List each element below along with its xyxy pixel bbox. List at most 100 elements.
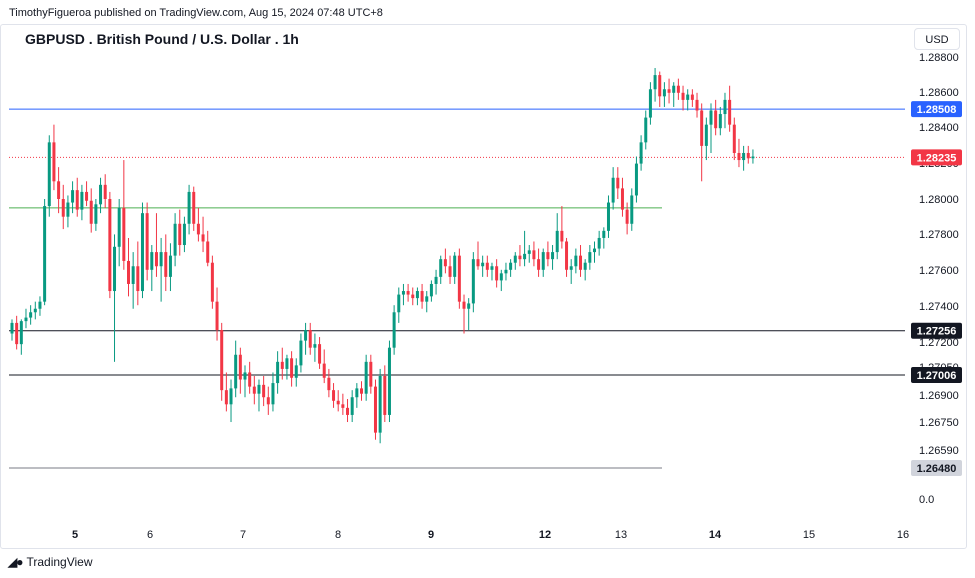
candle-body <box>732 124 736 153</box>
candle-body <box>364 361 368 394</box>
candle-body <box>448 266 452 277</box>
candle-body <box>136 266 140 292</box>
candle-body <box>648 89 652 118</box>
candle-body <box>616 177 620 189</box>
candle-body <box>243 372 247 380</box>
candle-body <box>415 291 419 299</box>
candle-body <box>66 202 70 217</box>
candle-body <box>108 199 112 292</box>
candle-body <box>178 223 182 246</box>
candle-body <box>625 209 629 224</box>
time-tick-label: 5 <box>72 529 78 541</box>
candle-body <box>80 191 84 210</box>
candle-body <box>658 75 662 97</box>
candle-body <box>579 255 583 270</box>
price-label-box <box>911 149 962 166</box>
candle-body <box>420 291 424 302</box>
candle-body <box>714 110 718 129</box>
candle-body <box>346 407 350 415</box>
candle-body <box>89 200 93 224</box>
candle-body <box>360 388 363 394</box>
candle-body <box>392 312 396 348</box>
candle-body <box>75 190 79 210</box>
price-label-text: 1.28508 <box>917 104 957 116</box>
candle-body <box>709 110 713 125</box>
price-label-box <box>911 366 962 383</box>
currency-selector[interactable]: USD <box>914 28 960 50</box>
candle-body <box>620 188 624 210</box>
candle-body <box>154 252 158 267</box>
chart-title: GBPUSD . British Pound / U.S. Dollar . 1… <box>25 31 299 47</box>
candle-body <box>541 252 545 270</box>
price-tick-label: 1.27800 <box>919 229 959 241</box>
candle-body <box>327 377 331 391</box>
candle-body <box>602 230 606 238</box>
candle-body <box>704 124 708 146</box>
candle-body <box>387 347 391 415</box>
candle-body <box>257 384 261 394</box>
candle-body <box>485 262 489 270</box>
candle-body <box>182 223 186 246</box>
candle-body <box>653 75 657 90</box>
footer-brand[interactable]: ◢● TradingView <box>8 555 93 569</box>
candle-body <box>210 262 214 302</box>
candle-body <box>140 213 144 292</box>
price-tick-label: 1.28000 <box>919 194 959 206</box>
candle-body <box>299 340 303 366</box>
price-label-box <box>911 101 962 118</box>
candle-body <box>718 114 722 129</box>
candle-body <box>509 262 513 270</box>
time-tick-label: 9 <box>428 529 434 541</box>
time-tick-label: 12 <box>539 529 551 541</box>
price-tick-label: 1.26900 <box>919 390 959 402</box>
candle-body <box>318 344 322 364</box>
candle-body <box>588 252 592 263</box>
candle-body <box>397 294 401 313</box>
tradingview-logo-icon: ◢● <box>8 555 24 569</box>
candle-body <box>606 202 610 231</box>
candle-body <box>150 252 154 270</box>
candle-body <box>99 184 103 205</box>
candle-body <box>220 329 224 391</box>
candle-body <box>173 223 177 256</box>
candle-body <box>457 255 461 302</box>
price-tick-label: 1.28400 <box>919 122 959 134</box>
candle-body <box>560 230 564 242</box>
candle-body <box>192 191 196 224</box>
candle-body <box>462 301 466 309</box>
candle-body <box>332 390 336 401</box>
candle-body <box>439 259 443 277</box>
candle-body <box>723 99 727 115</box>
candle-body <box>238 354 242 380</box>
candle-body <box>746 152 750 159</box>
candle-body <box>294 365 298 378</box>
candle-body <box>518 255 522 260</box>
candle-body <box>19 321 23 345</box>
candle-body <box>504 269 508 274</box>
candle-body <box>639 142 643 164</box>
candle-body <box>57 181 61 199</box>
chart-frame <box>0 24 967 549</box>
candle-body <box>700 110 704 146</box>
candle-body <box>94 204 98 224</box>
candle-body <box>467 303 471 309</box>
candle-body <box>583 262 587 270</box>
candle-body <box>355 388 359 398</box>
candle-body <box>742 152 746 161</box>
candle-body <box>43 206 47 302</box>
candle-body <box>29 312 33 318</box>
candle-body <box>537 259 541 270</box>
candle-body <box>527 250 531 254</box>
candle-body <box>336 400 340 405</box>
candle-body <box>215 301 219 330</box>
candle-body <box>276 361 280 384</box>
candle-body <box>266 397 270 405</box>
time-tick-label: 15 <box>803 529 815 541</box>
candle-body <box>373 386 377 433</box>
candle-body <box>85 191 89 201</box>
candle-body <box>411 294 415 299</box>
candle-body <box>429 283 433 297</box>
candle-body <box>168 255 172 277</box>
candle-body <box>24 317 28 322</box>
